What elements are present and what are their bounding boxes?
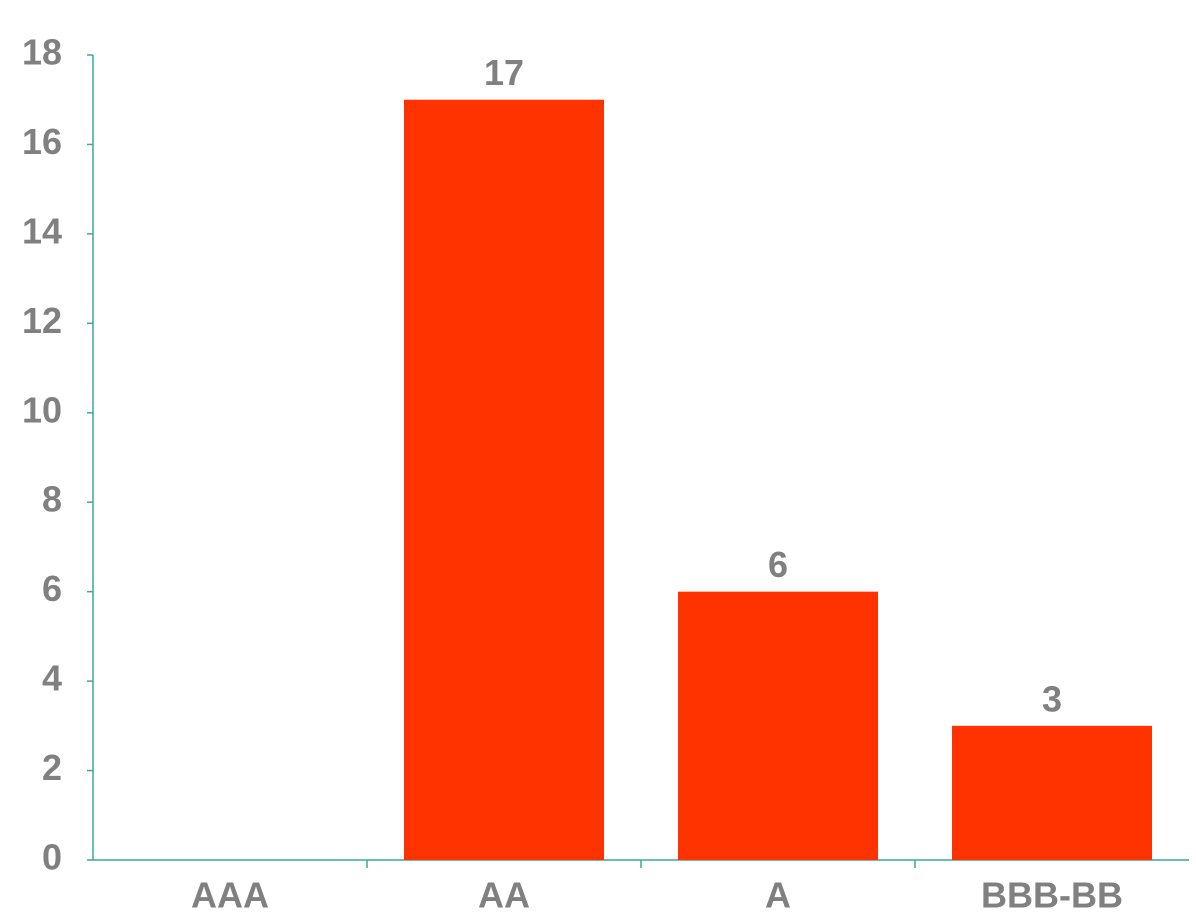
y-tick-label: 10 [22, 389, 62, 430]
y-tick-label: 4 [42, 658, 62, 699]
y-tick-label: 8 [42, 479, 62, 520]
y-tick-label: 16 [22, 121, 62, 162]
x-tick-label: AA [478, 875, 530, 916]
y-tick-label: 2 [42, 747, 62, 788]
y-tick-label: 18 [22, 32, 62, 73]
bar [952, 725, 1152, 860]
x-tick-label: BBB-BB [981, 875, 1123, 916]
bar [678, 591, 878, 860]
x-tick-label: A [765, 875, 791, 916]
bar [404, 99, 604, 860]
data-label: 3 [1042, 678, 1062, 719]
y-tick-label: 14 [22, 210, 62, 251]
data-label: 17 [484, 52, 524, 93]
x-tick-label: AAA [191, 875, 269, 916]
data-label: 6 [768, 544, 788, 585]
y-tick-label: 6 [42, 568, 62, 609]
y-tick-label: 12 [22, 300, 62, 341]
y-tick-label: 0 [42, 837, 62, 878]
